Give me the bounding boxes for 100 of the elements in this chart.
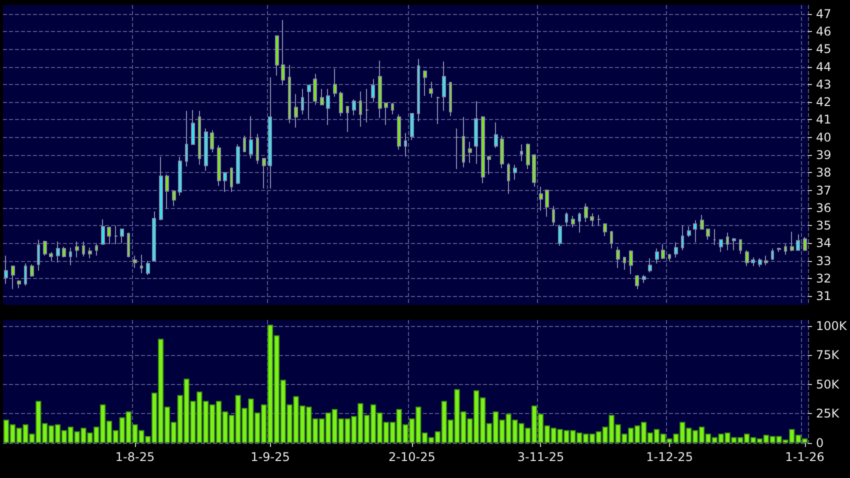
candlestick — [339, 90, 343, 117]
candlestick — [101, 218, 105, 246]
candlestick — [243, 135, 246, 153]
y-tick-label: 36 — [816, 200, 832, 215]
candlestick — [745, 250, 749, 267]
y-tick-label: 35 — [816, 218, 832, 233]
x-tick-label: 1-8-25 — [115, 450, 155, 464]
y-tick-label: 100K — [816, 318, 848, 333]
candlestick — [655, 248, 659, 264]
candlestick — [481, 116, 485, 184]
candlestick — [365, 88, 369, 123]
y-tick-label: 42 — [816, 95, 832, 110]
candlestick — [758, 258, 762, 268]
candlestick — [384, 102, 388, 126]
candlestick — [462, 116, 465, 168]
candlestick — [597, 214, 601, 226]
candlestick — [468, 141, 472, 164]
candlestick — [487, 155, 491, 175]
candlestick — [185, 110, 188, 167]
candlestick — [43, 240, 47, 256]
candlestick — [352, 98, 356, 116]
candlestick — [732, 237, 736, 251]
y-tick-label: 47 — [816, 6, 832, 21]
candlestick — [178, 156, 182, 196]
x-tick-label: 3-11-25 — [517, 450, 564, 464]
candlestick — [107, 226, 111, 245]
candlestick — [429, 81, 433, 98]
candlestick — [623, 256, 626, 270]
candlestick — [558, 224, 562, 246]
candlestick — [616, 246, 620, 268]
candlestick — [674, 242, 678, 258]
candlestick — [230, 166, 233, 193]
candlestick — [172, 190, 176, 207]
y-tick-label: 39 — [816, 148, 832, 162]
y-tick-label: 43 — [816, 77, 832, 92]
candlestick — [739, 239, 742, 254]
candlestick — [320, 88, 324, 106]
y-tick-label: 50K — [816, 377, 840, 392]
candlestick — [49, 252, 53, 262]
candlestick — [256, 133, 259, 164]
candlestick — [706, 228, 710, 240]
candlestick — [417, 58, 420, 122]
candlestick — [513, 164, 517, 180]
candlestick — [95, 244, 98, 256]
candlestick — [790, 231, 794, 252]
y-tick-label: 31 — [816, 289, 832, 304]
y-tick-label: 38 — [816, 166, 832, 180]
x-tick-label: 1-9-25 — [250, 450, 290, 464]
candlestick — [140, 254, 143, 274]
candlestick — [713, 228, 716, 246]
candlestick — [152, 210, 156, 262]
x-tick-label: 1-12-25 — [646, 450, 693, 464]
candlestick — [532, 154, 536, 188]
candlestick — [726, 232, 729, 251]
candlestick — [11, 266, 15, 290]
candlestick — [539, 186, 543, 212]
candlestick — [301, 88, 304, 115]
candlestick — [165, 174, 169, 210]
y-tick-label: 25K — [816, 406, 840, 421]
candlestick — [610, 230, 613, 250]
candlestick — [24, 263, 27, 286]
candlestick — [114, 225, 118, 245]
candlestick — [404, 132, 407, 158]
y-tick-label: 32 — [816, 272, 832, 286]
x-tick-label: 1-1-26 — [785, 450, 824, 464]
candlestick — [771, 248, 774, 260]
candlestick — [56, 240, 60, 264]
y-tick-label: 34 — [816, 236, 832, 250]
candlestick — [784, 244, 787, 256]
candlestick — [449, 81, 452, 117]
candlestick — [397, 114, 401, 150]
y-tick-label: 45 — [816, 42, 832, 56]
candlestick — [507, 162, 510, 194]
candlestick — [520, 144, 523, 162]
candlestick — [210, 130, 214, 153]
candlestick — [346, 106, 349, 133]
y-tick-label: 0 — [816, 436, 824, 450]
candlestick — [333, 68, 337, 98]
candlestick — [62, 246, 66, 258]
candlestick — [37, 239, 40, 272]
y-tick-label: 40 — [816, 130, 832, 144]
candlestick — [288, 64, 291, 124]
candlestick — [571, 215, 575, 228]
candlestick — [262, 158, 266, 190]
candlestick — [777, 247, 781, 253]
candlestick — [294, 94, 298, 128]
candlestick — [668, 253, 671, 262]
candlestick — [69, 247, 72, 266]
candlestick — [223, 172, 227, 193]
candlestick — [687, 226, 691, 238]
candlestick — [275, 35, 279, 76]
candlestick — [359, 90, 362, 128]
candlestick — [17, 280, 21, 289]
candlestick — [661, 244, 665, 260]
candlestick — [565, 212, 568, 227]
candlestick — [146, 260, 150, 276]
candlestick — [545, 188, 549, 218]
candlestick — [526, 143, 530, 170]
candlestick — [764, 255, 768, 266]
candlestick — [642, 274, 646, 284]
